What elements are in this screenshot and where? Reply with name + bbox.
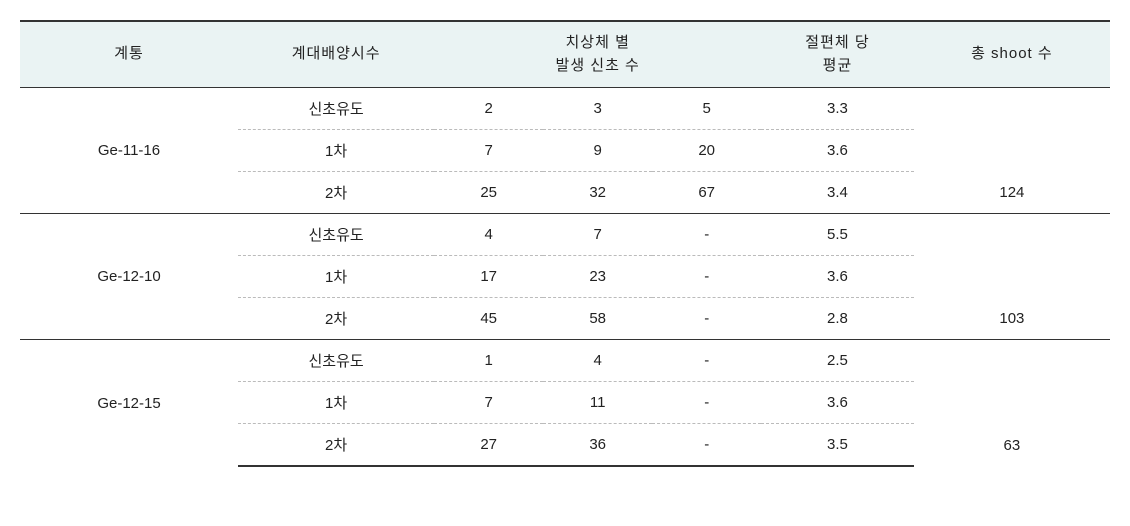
value-cell: 3.3	[761, 88, 914, 130]
header-lineage: 계통	[20, 21, 238, 88]
value-cell: -	[652, 382, 761, 424]
stage-cell: 2차	[238, 298, 434, 340]
value-cell: 4	[543, 340, 652, 382]
value-cell: 5	[652, 88, 761, 130]
stage-cell: 신초유도	[238, 214, 434, 256]
value-cell: 7	[434, 382, 543, 424]
stage-cell: 신초유도	[238, 340, 434, 382]
value-cell: 45	[434, 298, 543, 340]
value-cell: 36	[543, 424, 652, 467]
value-cell: 3.6	[761, 382, 914, 424]
value-cell: 5.5	[761, 214, 914, 256]
value-cell: -	[652, 256, 761, 298]
value-cell: 4	[434, 214, 543, 256]
total-cell: 124	[914, 88, 1110, 214]
value-cell: 3.4	[761, 172, 914, 214]
lineage-cell: Ge-11-16	[20, 88, 238, 214]
value-cell: 17	[434, 256, 543, 298]
value-cell: 32	[543, 172, 652, 214]
header-avg: 절편체 당평균	[761, 21, 914, 88]
table-body: Ge-11-16신초유도2353.31241차79203.62차2532673.…	[20, 88, 1110, 467]
stage-cell: 1차	[238, 256, 434, 298]
value-cell: -	[652, 214, 761, 256]
value-cell: 23	[543, 256, 652, 298]
value-cell: 20	[652, 130, 761, 172]
value-cell: 3.6	[761, 256, 914, 298]
value-cell: 7	[543, 214, 652, 256]
value-cell: 1	[434, 340, 543, 382]
value-cell: 9	[543, 130, 652, 172]
value-cell: 2.5	[761, 340, 914, 382]
value-cell: 67	[652, 172, 761, 214]
header-shoots-per-explant: 치상체 별발생 신초 수	[434, 21, 761, 88]
stage-cell: 2차	[238, 424, 434, 467]
value-cell: 11	[543, 382, 652, 424]
value-cell: 27	[434, 424, 543, 467]
value-cell: 7	[434, 130, 543, 172]
table-row: Ge-11-16신초유도2353.3124	[20, 88, 1110, 130]
value-cell: 3	[543, 88, 652, 130]
value-cell: 3.6	[761, 130, 914, 172]
value-cell: -	[652, 298, 761, 340]
value-cell: 2	[434, 88, 543, 130]
total-cell: 63	[914, 340, 1110, 467]
table-row: Ge-12-10신초유도47-5.5103	[20, 214, 1110, 256]
value-cell: 2.8	[761, 298, 914, 340]
header-row: 계통 계대배양시수 치상체 별발생 신초 수 절편체 당평균 총 shoot 수	[20, 21, 1110, 88]
value-cell: 3.5	[761, 424, 914, 467]
header-subculture: 계대배양시수	[238, 21, 434, 88]
value-cell: 25	[434, 172, 543, 214]
lineage-cell: Ge-12-15	[20, 340, 238, 467]
value-cell: -	[652, 340, 761, 382]
table-row: Ge-12-15신초유도14-2.563	[20, 340, 1110, 382]
header-total: 총 shoot 수	[914, 21, 1110, 88]
value-cell: 58	[543, 298, 652, 340]
total-cell: 103	[914, 214, 1110, 340]
stage-cell: 신초유도	[238, 88, 434, 130]
shoot-table: 계통 계대배양시수 치상체 별발생 신초 수 절편체 당평균 총 shoot 수…	[20, 20, 1110, 467]
stage-cell: 2차	[238, 172, 434, 214]
lineage-cell: Ge-12-10	[20, 214, 238, 340]
stage-cell: 1차	[238, 130, 434, 172]
value-cell: -	[652, 424, 761, 467]
stage-cell: 1차	[238, 382, 434, 424]
